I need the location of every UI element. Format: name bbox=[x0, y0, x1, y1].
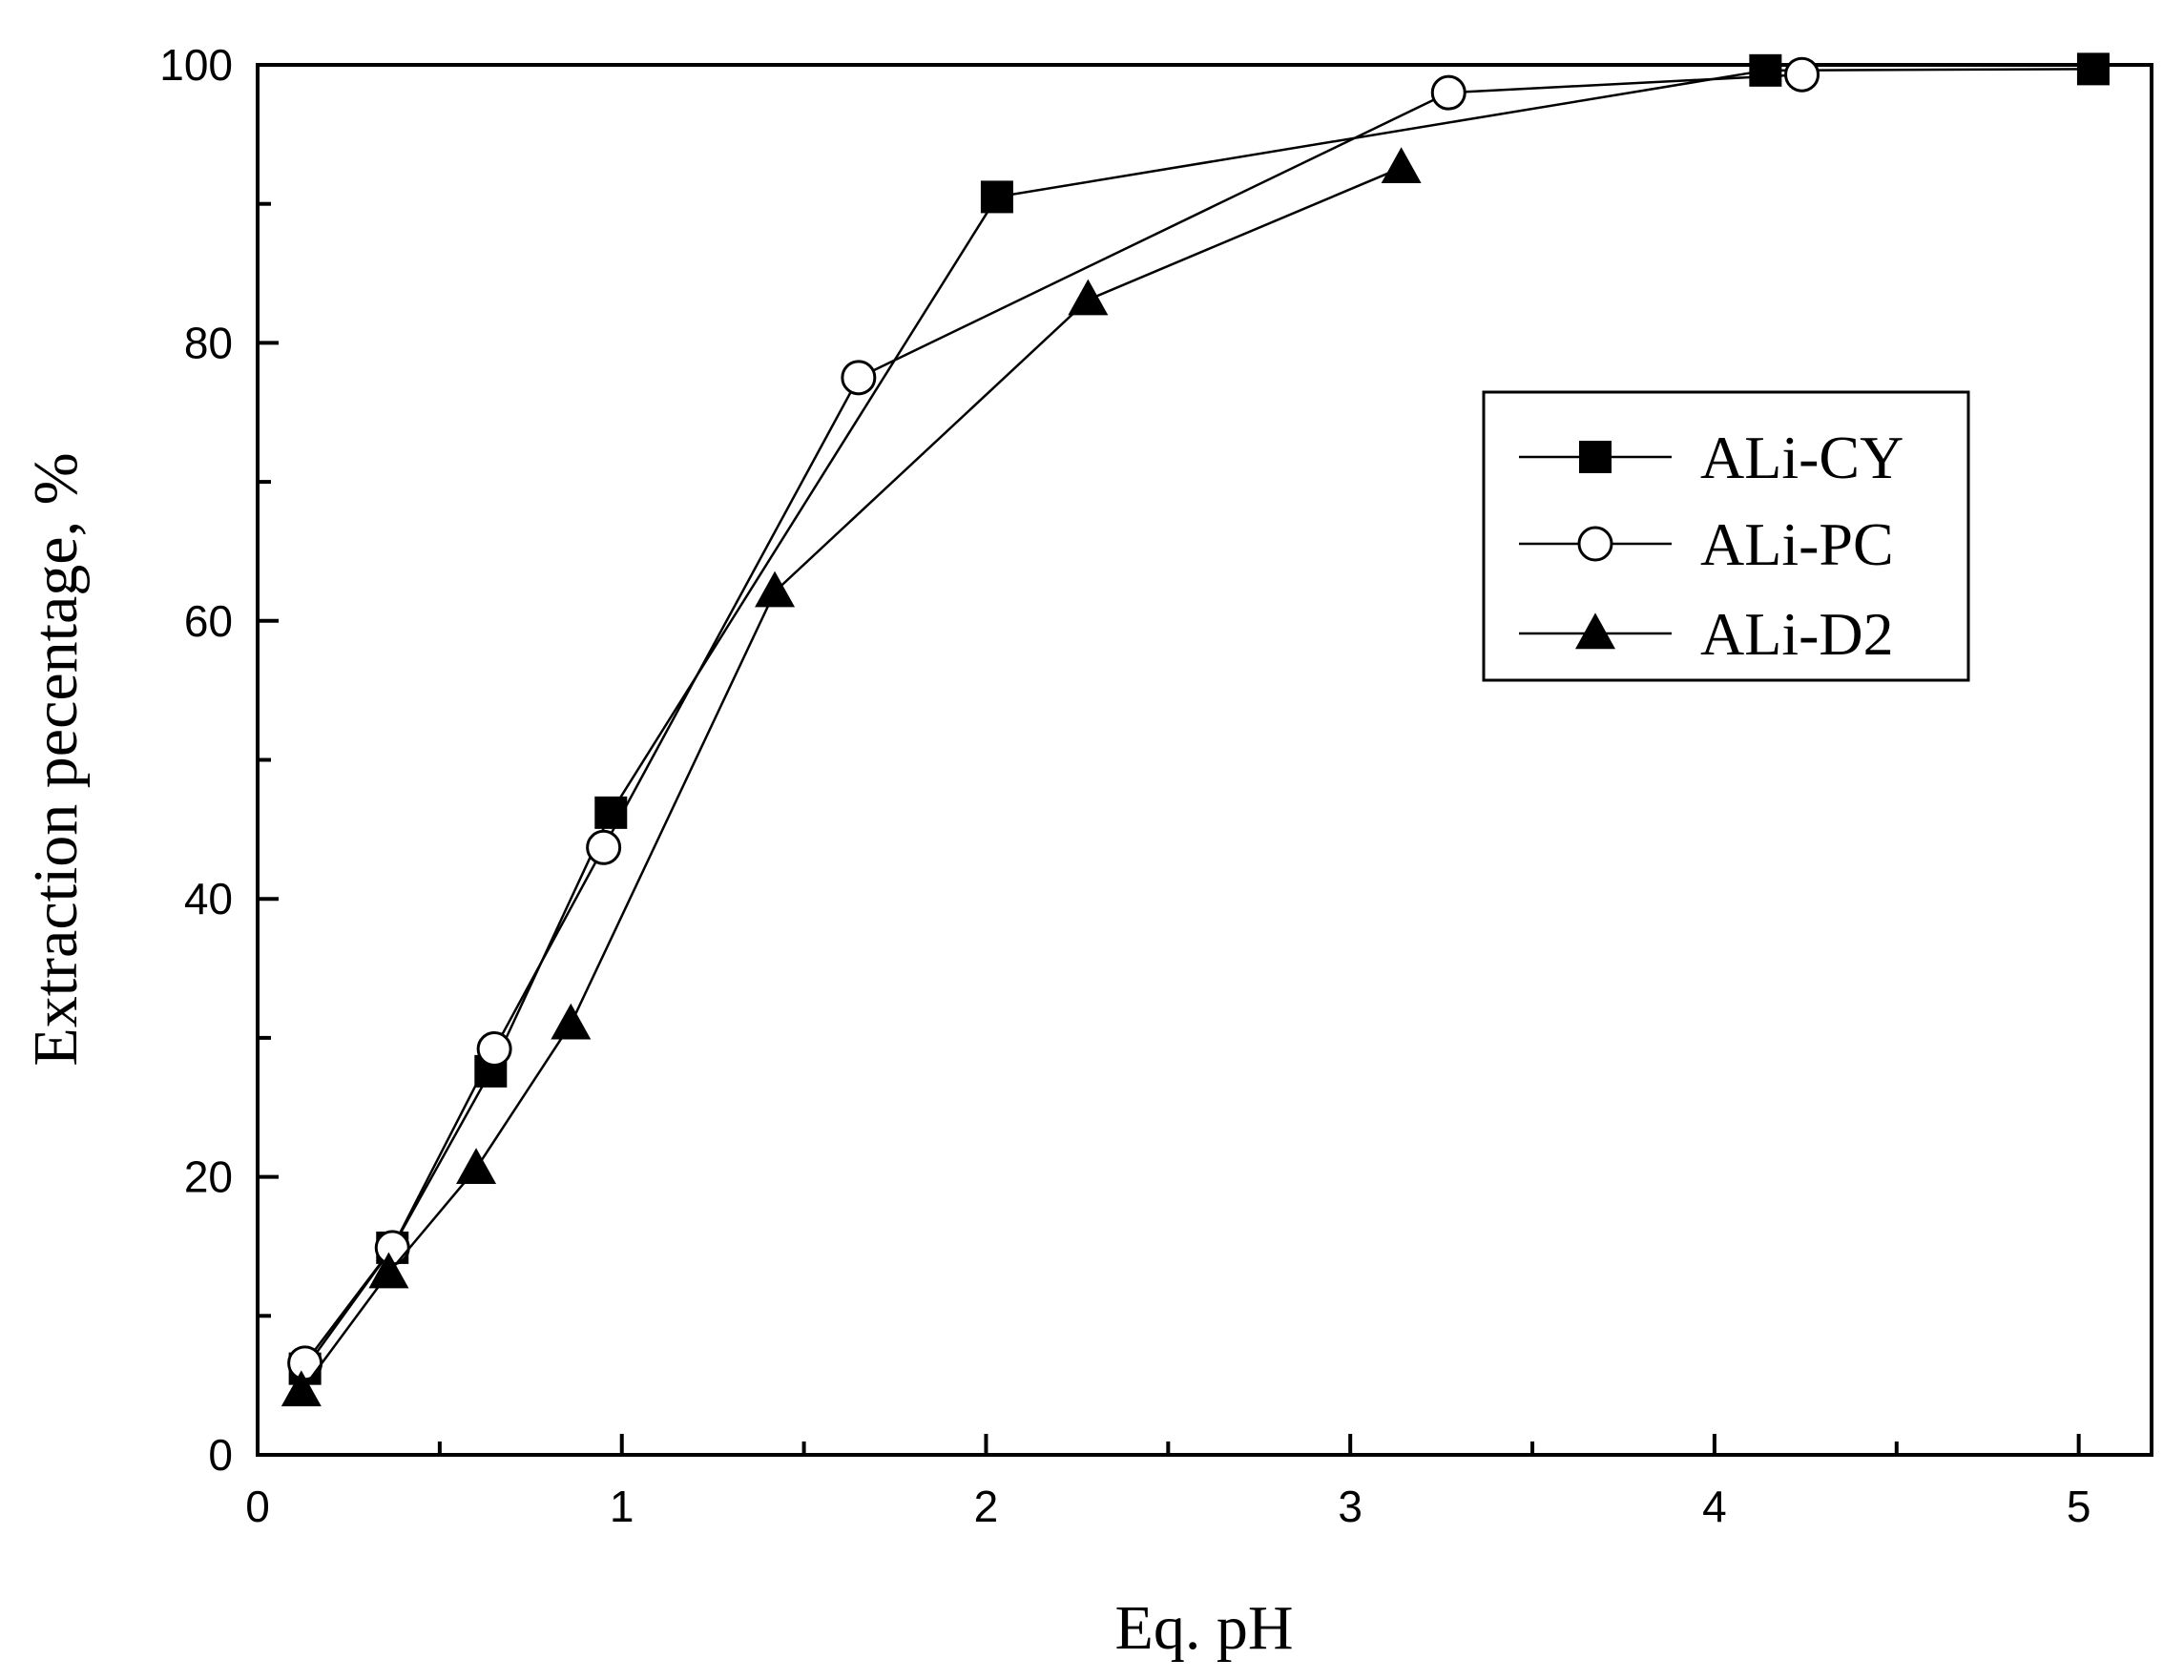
data-point bbox=[1068, 279, 1109, 316]
legend-box bbox=[1482, 390, 1970, 682]
legend-marker bbox=[1577, 526, 1613, 562]
data-point bbox=[1430, 74, 1466, 111]
data-point bbox=[2076, 52, 2110, 86]
series-line bbox=[303, 73, 1802, 1364]
legend-item: ALi-D2 bbox=[1519, 600, 1894, 668]
legend-label: ALi-D2 bbox=[1700, 600, 1894, 668]
data-point bbox=[476, 1031, 512, 1068]
x-axis: 0 1 2 3 4 5 bbox=[245, 1434, 2090, 1531]
legend-marker bbox=[1575, 612, 1615, 650]
legend-label: ALi-CY bbox=[1700, 424, 1903, 491]
data-point bbox=[586, 829, 622, 865]
y-tick-label: 20 bbox=[184, 1152, 233, 1202]
y-axis-title: Extraction pecentage, % bbox=[21, 452, 91, 1066]
y-tick-label: 40 bbox=[184, 874, 233, 923]
x-tick-label: 3 bbox=[1338, 1482, 1362, 1531]
x-tick-label: 4 bbox=[1702, 1482, 1727, 1531]
data-point bbox=[1749, 53, 1782, 87]
x-tick-label: 2 bbox=[974, 1482, 999, 1531]
x-tick-label: 1 bbox=[610, 1482, 634, 1531]
series-3 bbox=[281, 147, 1422, 1407]
data-point bbox=[287, 1345, 323, 1381]
legend-label: ALi-PC bbox=[1700, 510, 1894, 578]
series-layer bbox=[281, 52, 2110, 1407]
data-point bbox=[841, 360, 877, 396]
data-point bbox=[755, 570, 796, 608]
y-tick-label: 60 bbox=[184, 596, 233, 646]
x-axis-title: Eq. pH bbox=[1115, 1593, 1294, 1663]
data-point bbox=[281, 1370, 322, 1407]
legend-item: ALi-PC bbox=[1519, 510, 1894, 578]
data-point bbox=[1784, 56, 1820, 93]
legend: ALi-CY ALi-PC ALi-D2 bbox=[1482, 390, 1970, 682]
x-tick-label: 5 bbox=[2067, 1482, 2091, 1531]
legend-item: ALi-CY bbox=[1519, 424, 1903, 491]
y-tick-label: 80 bbox=[184, 318, 233, 367]
plot-area-frame bbox=[256, 63, 2153, 1457]
legend-marker bbox=[1579, 441, 1612, 473]
y-tick-label: 0 bbox=[208, 1430, 233, 1480]
data-point bbox=[980, 180, 1013, 214]
series-line bbox=[300, 166, 1403, 1392]
x-tick-label: 0 bbox=[245, 1482, 270, 1531]
series-line bbox=[303, 68, 2093, 1370]
data-point bbox=[1381, 147, 1422, 184]
data-point bbox=[368, 1252, 409, 1289]
series-2 bbox=[287, 56, 1820, 1381]
y-axis: 0 20 40 60 80 100 bbox=[159, 40, 279, 1480]
data-point bbox=[551, 1003, 592, 1040]
y-tick-label: 100 bbox=[159, 40, 233, 90]
data-point bbox=[456, 1148, 497, 1185]
